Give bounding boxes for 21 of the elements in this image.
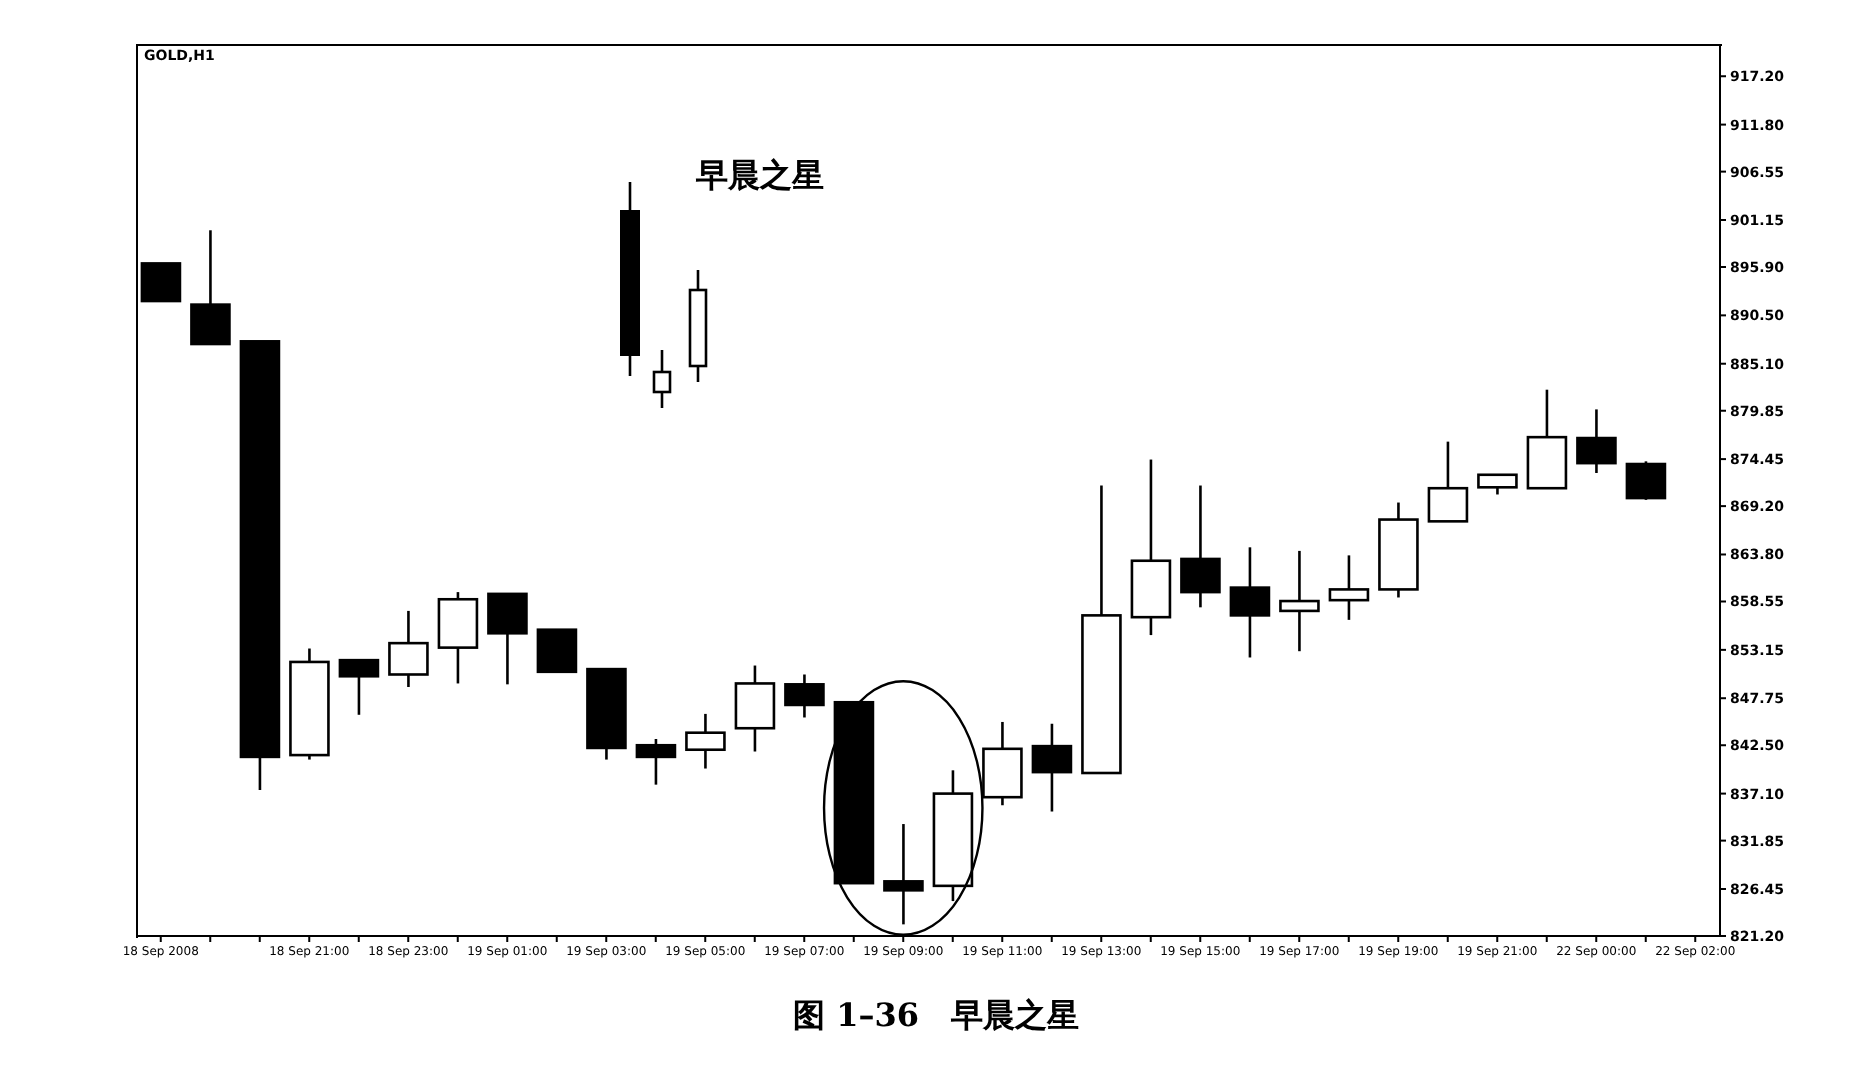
candlestick bbox=[1328, 554, 1370, 622]
candlestick bbox=[1180, 484, 1221, 609]
candlestick bbox=[685, 712, 726, 770]
candlestick bbox=[734, 664, 776, 753]
candlestick bbox=[1576, 408, 1617, 475]
candlestick bbox=[883, 822, 924, 926]
candlestick bbox=[1477, 473, 1518, 496]
candlestick bbox=[635, 737, 677, 786]
candlestick bbox=[190, 228, 231, 346]
caption: 图 1–36 早晨之星 bbox=[791, 996, 1081, 1038]
candlestick bbox=[338, 658, 380, 717]
candlestick bbox=[1229, 546, 1271, 659]
candlestick bbox=[1427, 440, 1469, 523]
candlestick bbox=[536, 628, 578, 674]
candlestick bbox=[1625, 460, 1667, 502]
candlestick bbox=[784, 673, 825, 719]
candlestick bbox=[487, 592, 528, 686]
candlestick bbox=[1031, 722, 1073, 813]
annotation: 早晨之星 bbox=[696, 156, 824, 198]
candlestick bbox=[388, 609, 429, 689]
candlestick bbox=[1279, 549, 1320, 653]
